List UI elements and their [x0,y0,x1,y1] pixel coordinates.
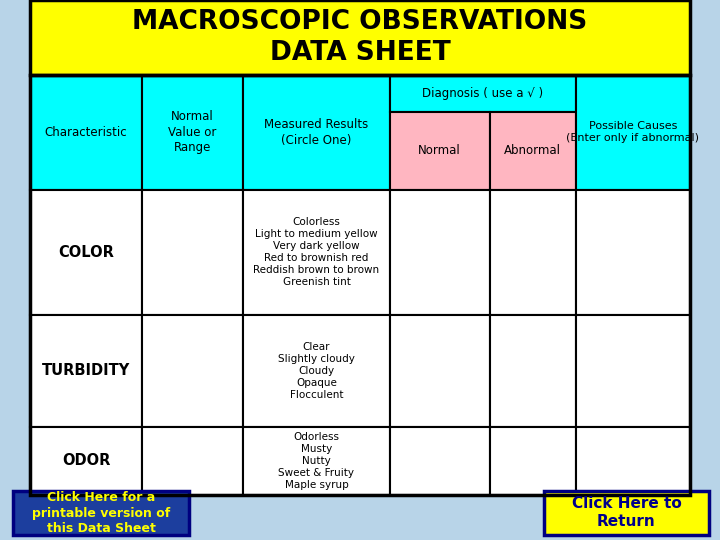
Bar [390,190,490,315]
Bar [576,190,690,315]
Bar [30,75,142,190]
Bar [390,315,490,427]
Bar [142,315,243,427]
Bar [390,427,490,495]
Bar [576,75,690,190]
Bar [243,75,390,190]
Text: COLOR: COLOR [58,245,114,260]
Text: Click Here for a
printable version of
this Data Sheet: Click Here for a printable version of th… [32,491,171,535]
Text: MACROSCOPIC OBSERVATIONS
DATA SHEET: MACROSCOPIC OBSERVATIONS DATA SHEET [132,9,588,66]
Bar [30,75,690,495]
Text: ODOR: ODOR [62,454,110,468]
Text: Click Here to
Return: Click Here to Return [572,496,681,530]
Bar [30,0,690,75]
Text: Measured Results
(Circle One): Measured Results (Circle One) [264,118,369,146]
Bar [390,112,490,190]
Text: Abnormal: Abnormal [504,144,562,158]
Bar [490,315,576,427]
Bar [30,190,142,315]
Text: Characteristic: Characteristic [45,126,127,139]
Bar [576,315,690,427]
Bar [13,491,189,535]
Text: Odorless
Musty
Nutty
Sweet & Fruity
Maple syrup: Odorless Musty Nutty Sweet & Fruity Mapl… [279,432,354,490]
Bar [30,427,142,495]
Text: Diagnosis ( use a √ ): Diagnosis ( use a √ ) [422,86,544,100]
Bar [142,190,243,315]
Bar [243,190,390,315]
Text: Colorless
Light to medium yellow
Very dark yellow
Red to brownish red
Reddish br: Colorless Light to medium yellow Very da… [253,218,379,287]
Bar [490,190,576,315]
Bar [142,427,243,495]
Text: Clear
Slightly cloudy
Cloudy
Opaque
Flocculent: Clear Slightly cloudy Cloudy Opaque Floc… [278,342,355,400]
Bar [142,75,243,190]
Bar [243,427,390,495]
Bar [390,75,576,112]
Text: Normal
Value or
Range: Normal Value or Range [168,110,217,154]
Bar [490,112,576,190]
Bar [576,427,690,495]
Bar [544,491,709,535]
Bar [243,315,390,427]
Text: Normal: Normal [418,144,461,158]
Bar [30,315,142,427]
Text: Possible Causes
(Enter only if abnormal): Possible Causes (Enter only if abnormal) [567,122,699,143]
Text: TURBIDITY: TURBIDITY [42,363,130,378]
Bar [490,427,576,495]
